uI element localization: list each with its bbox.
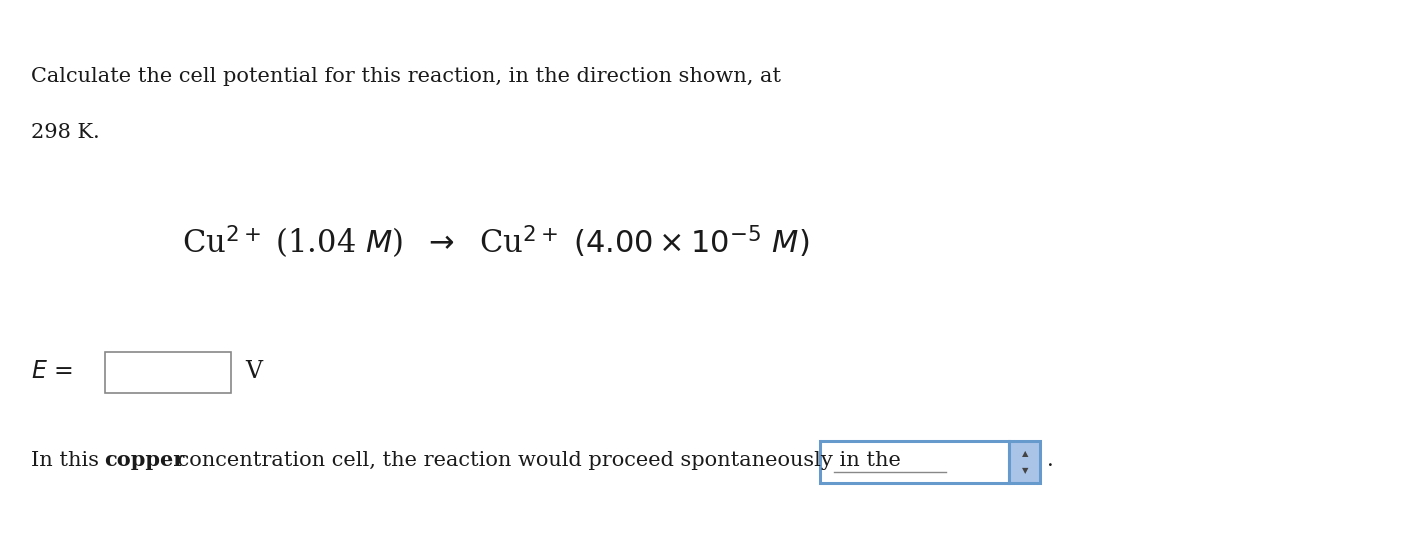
FancyBboxPatch shape: [105, 352, 231, 393]
Text: ▼: ▼: [1022, 465, 1028, 475]
FancyBboxPatch shape: [820, 441, 1009, 483]
Text: Cu$^{2+}$ (1.04 $M$)  $\rightarrow$  Cu$^{2+}$ $\left(4.00\times10^{-5}\ M\right: Cu$^{2+}$ (1.04 $M$) $\rightarrow$ Cu$^{…: [182, 224, 809, 262]
Text: ▲: ▲: [1022, 449, 1028, 458]
Text: .: .: [1047, 451, 1054, 470]
Text: concentration cell, the reaction would proceed spontaneously in the: concentration cell, the reaction would p…: [171, 451, 901, 470]
FancyBboxPatch shape: [1009, 441, 1040, 483]
Text: 298 K.: 298 K.: [31, 123, 100, 142]
Text: V: V: [245, 359, 262, 383]
Text: $E$ =: $E$ =: [31, 359, 73, 383]
Text: In this: In this: [31, 451, 105, 470]
Text: Calculate the cell potential for this reaction, in the direction shown, at: Calculate the cell potential for this re…: [31, 67, 781, 86]
Text: copper: copper: [104, 450, 184, 470]
